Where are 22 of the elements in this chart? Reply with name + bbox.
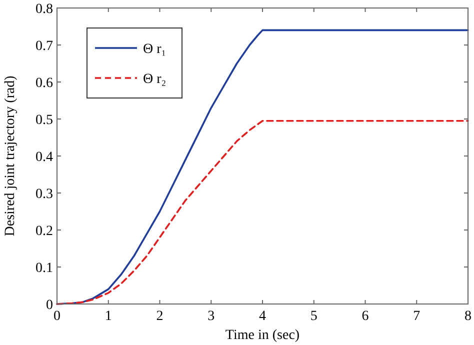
- y-tick-label: 0.3: [36, 187, 53, 202]
- x-tick-label: 5: [310, 309, 318, 324]
- x-axis-title: Time in (sec): [225, 328, 300, 343]
- x-tick-label: 6: [362, 309, 369, 324]
- y-tick-label: 0.6: [36, 76, 53, 91]
- x-tick-label: 1: [104, 309, 112, 324]
- y-tick-label: 0.1: [36, 261, 53, 276]
- x-tick-label: 4: [259, 309, 266, 324]
- y-tick-label: 0.7: [36, 39, 53, 54]
- x-tick-label: 3: [208, 309, 215, 324]
- line-series: [56, 120, 469, 305]
- y-tick-label: 0.4: [36, 150, 53, 165]
- legend-label: Θ r₁: [143, 42, 166, 57]
- y-tick-label: 0: [46, 298, 53, 313]
- y-tick-label: 0.5: [36, 113, 53, 128]
- legend-label: Θ r₂: [143, 72, 166, 87]
- y-axis-title: Desired joint trajectory (rad): [3, 75, 18, 236]
- x-tick-label: 7: [413, 309, 420, 324]
- y-tick-label: 0.8: [36, 2, 53, 17]
- x-tick-label: 8: [464, 309, 472, 324]
- x-tick-label: 2: [156, 309, 164, 324]
- y-tick-label: 0.2: [36, 224, 53, 239]
